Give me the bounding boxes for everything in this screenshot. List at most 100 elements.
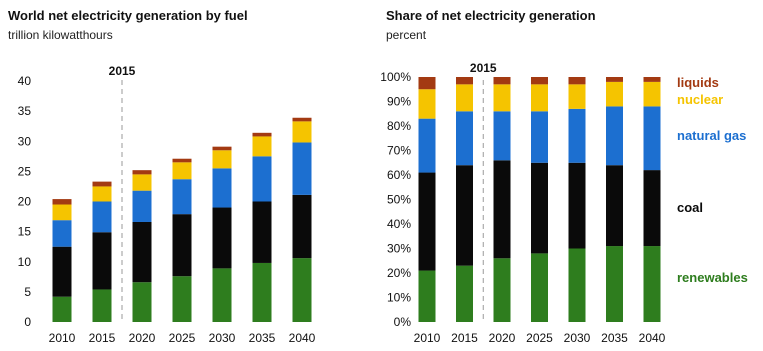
bar-segment-nuclear	[292, 121, 312, 143]
bar-segment-nuclear	[456, 84, 473, 112]
bar-segment-renewables	[456, 265, 473, 322]
x-tick-label: 2040	[639, 331, 666, 345]
y-tick-label: 40	[18, 74, 32, 88]
bar-segment-natural-gas	[531, 111, 548, 163]
x-tick-label: 2035	[601, 331, 628, 345]
bar-segment-coal	[132, 221, 152, 283]
projection-year-label: 2015	[470, 61, 497, 75]
bar-segment-renewables	[52, 296, 72, 322]
left-chart-subtitle: trillion kilowatthours	[8, 28, 113, 42]
bar-segment-nuclear	[531, 84, 548, 112]
bar-segment-liquids	[568, 77, 586, 85]
bar-segment-renewables	[418, 270, 436, 322]
y-tick-label: 15	[18, 225, 32, 239]
y-tick-label: 80%	[387, 119, 411, 133]
bar-segment-renewables	[568, 248, 586, 322]
bar-segment-renewables	[292, 258, 312, 322]
x-tick-label: 2015	[451, 331, 478, 345]
x-tick-label: 2020	[489, 331, 516, 345]
bar-segment-liquids	[456, 77, 473, 85]
bar-segment-natural-gas	[418, 118, 436, 173]
bar-segment-liquids	[52, 199, 72, 205]
bar-segment-liquids	[643, 77, 661, 82]
right-chart-title: Share of net electricity generation	[386, 8, 596, 23]
bar-segment-coal	[568, 162, 586, 249]
bar-segment-natural-gas	[568, 108, 586, 163]
bar-segment-coal	[212, 207, 232, 269]
bar-segment-nuclear	[418, 89, 436, 119]
bar-segment-natural-gas	[252, 156, 272, 202]
x-tick-label: 2030	[564, 331, 591, 345]
bar-segment-coal	[252, 201, 272, 263]
y-tick-label: 100%	[380, 70, 411, 84]
bar-segment-renewables	[643, 246, 661, 322]
y-tick-label: 70%	[387, 144, 411, 158]
bar-segment-nuclear	[252, 136, 272, 157]
y-tick-label: 5	[24, 285, 31, 299]
bar-segment-natural-gas	[172, 179, 192, 215]
x-tick-label: 2010	[49, 331, 76, 345]
legend-label-liquids: liquids	[677, 75, 719, 90]
bar-segment-coal	[52, 246, 72, 297]
bar-segment-coal	[418, 172, 436, 271]
y-tick-label: 30	[18, 134, 32, 148]
bar-segment-natural-gas	[212, 168, 232, 208]
y-tick-label: 20	[18, 195, 32, 209]
bar-segment-natural-gas	[606, 106, 623, 166]
bar-segment-nuclear	[212, 150, 232, 169]
bar-segment-natural-gas	[52, 220, 72, 247]
bar-segment-liquids	[418, 77, 436, 90]
bar-segment-coal	[493, 160, 511, 259]
legend-label-nuclear: nuclear	[677, 92, 723, 107]
y-tick-label: 25	[18, 164, 32, 178]
bar-segment-liquids	[252, 132, 272, 137]
y-tick-label: 60%	[387, 168, 411, 182]
y-tick-label: 0	[24, 315, 31, 329]
y-tick-label: 10	[18, 255, 32, 269]
bar-segment-nuclear	[493, 84, 511, 112]
bar-segment-renewables	[92, 289, 112, 322]
bar-segment-natural-gas	[92, 201, 112, 233]
right-chart-subtitle: percent	[386, 28, 427, 42]
bar-segment-nuclear	[52, 204, 72, 221]
y-tick-label: 30%	[387, 242, 411, 256]
y-tick-label: 90%	[387, 95, 411, 109]
x-tick-label: 2025	[169, 331, 196, 345]
bar-segment-coal	[292, 194, 312, 259]
bar-segment-coal	[643, 170, 661, 247]
bar-segment-coal	[531, 162, 548, 254]
bar-segment-renewables	[606, 246, 623, 322]
bar-segment-liquids	[606, 77, 623, 82]
bar-segment-natural-gas	[456, 111, 473, 166]
bar-segment-coal	[456, 165, 473, 266]
bar-segment-liquids	[172, 158, 192, 163]
bar-segment-renewables	[493, 258, 511, 322]
bar-segment-coal	[172, 214, 192, 277]
bar-segment-natural-gas	[643, 106, 661, 171]
bar-segment-liquids	[132, 170, 152, 175]
x-tick-label: 2035	[249, 331, 276, 345]
bar-segment-nuclear	[643, 81, 661, 107]
x-tick-label: 2040	[289, 331, 316, 345]
bar-segment-natural-gas	[132, 190, 152, 222]
y-tick-label: 40%	[387, 217, 411, 231]
bar-segment-renewables	[212, 268, 232, 322]
x-tick-label: 2010	[414, 331, 441, 345]
x-tick-label: 2015	[89, 331, 116, 345]
bar-segment-liquids	[212, 146, 232, 151]
x-tick-label: 2025	[526, 331, 553, 345]
bar-segment-nuclear	[606, 81, 623, 107]
legend-label-renewables: renewables	[677, 270, 748, 285]
bar-segment-liquids	[531, 77, 548, 85]
bar-segment-nuclear	[92, 186, 112, 202]
bar-segment-natural-gas	[493, 111, 511, 161]
bar-segment-nuclear	[568, 84, 586, 109]
x-tick-label: 2030	[209, 331, 236, 345]
y-tick-label: 0%	[394, 315, 412, 329]
bar-segment-liquids	[292, 117, 312, 122]
bar-segment-renewables	[531, 253, 548, 322]
bar-segment-liquids	[493, 77, 511, 85]
y-tick-label: 20%	[387, 266, 411, 280]
